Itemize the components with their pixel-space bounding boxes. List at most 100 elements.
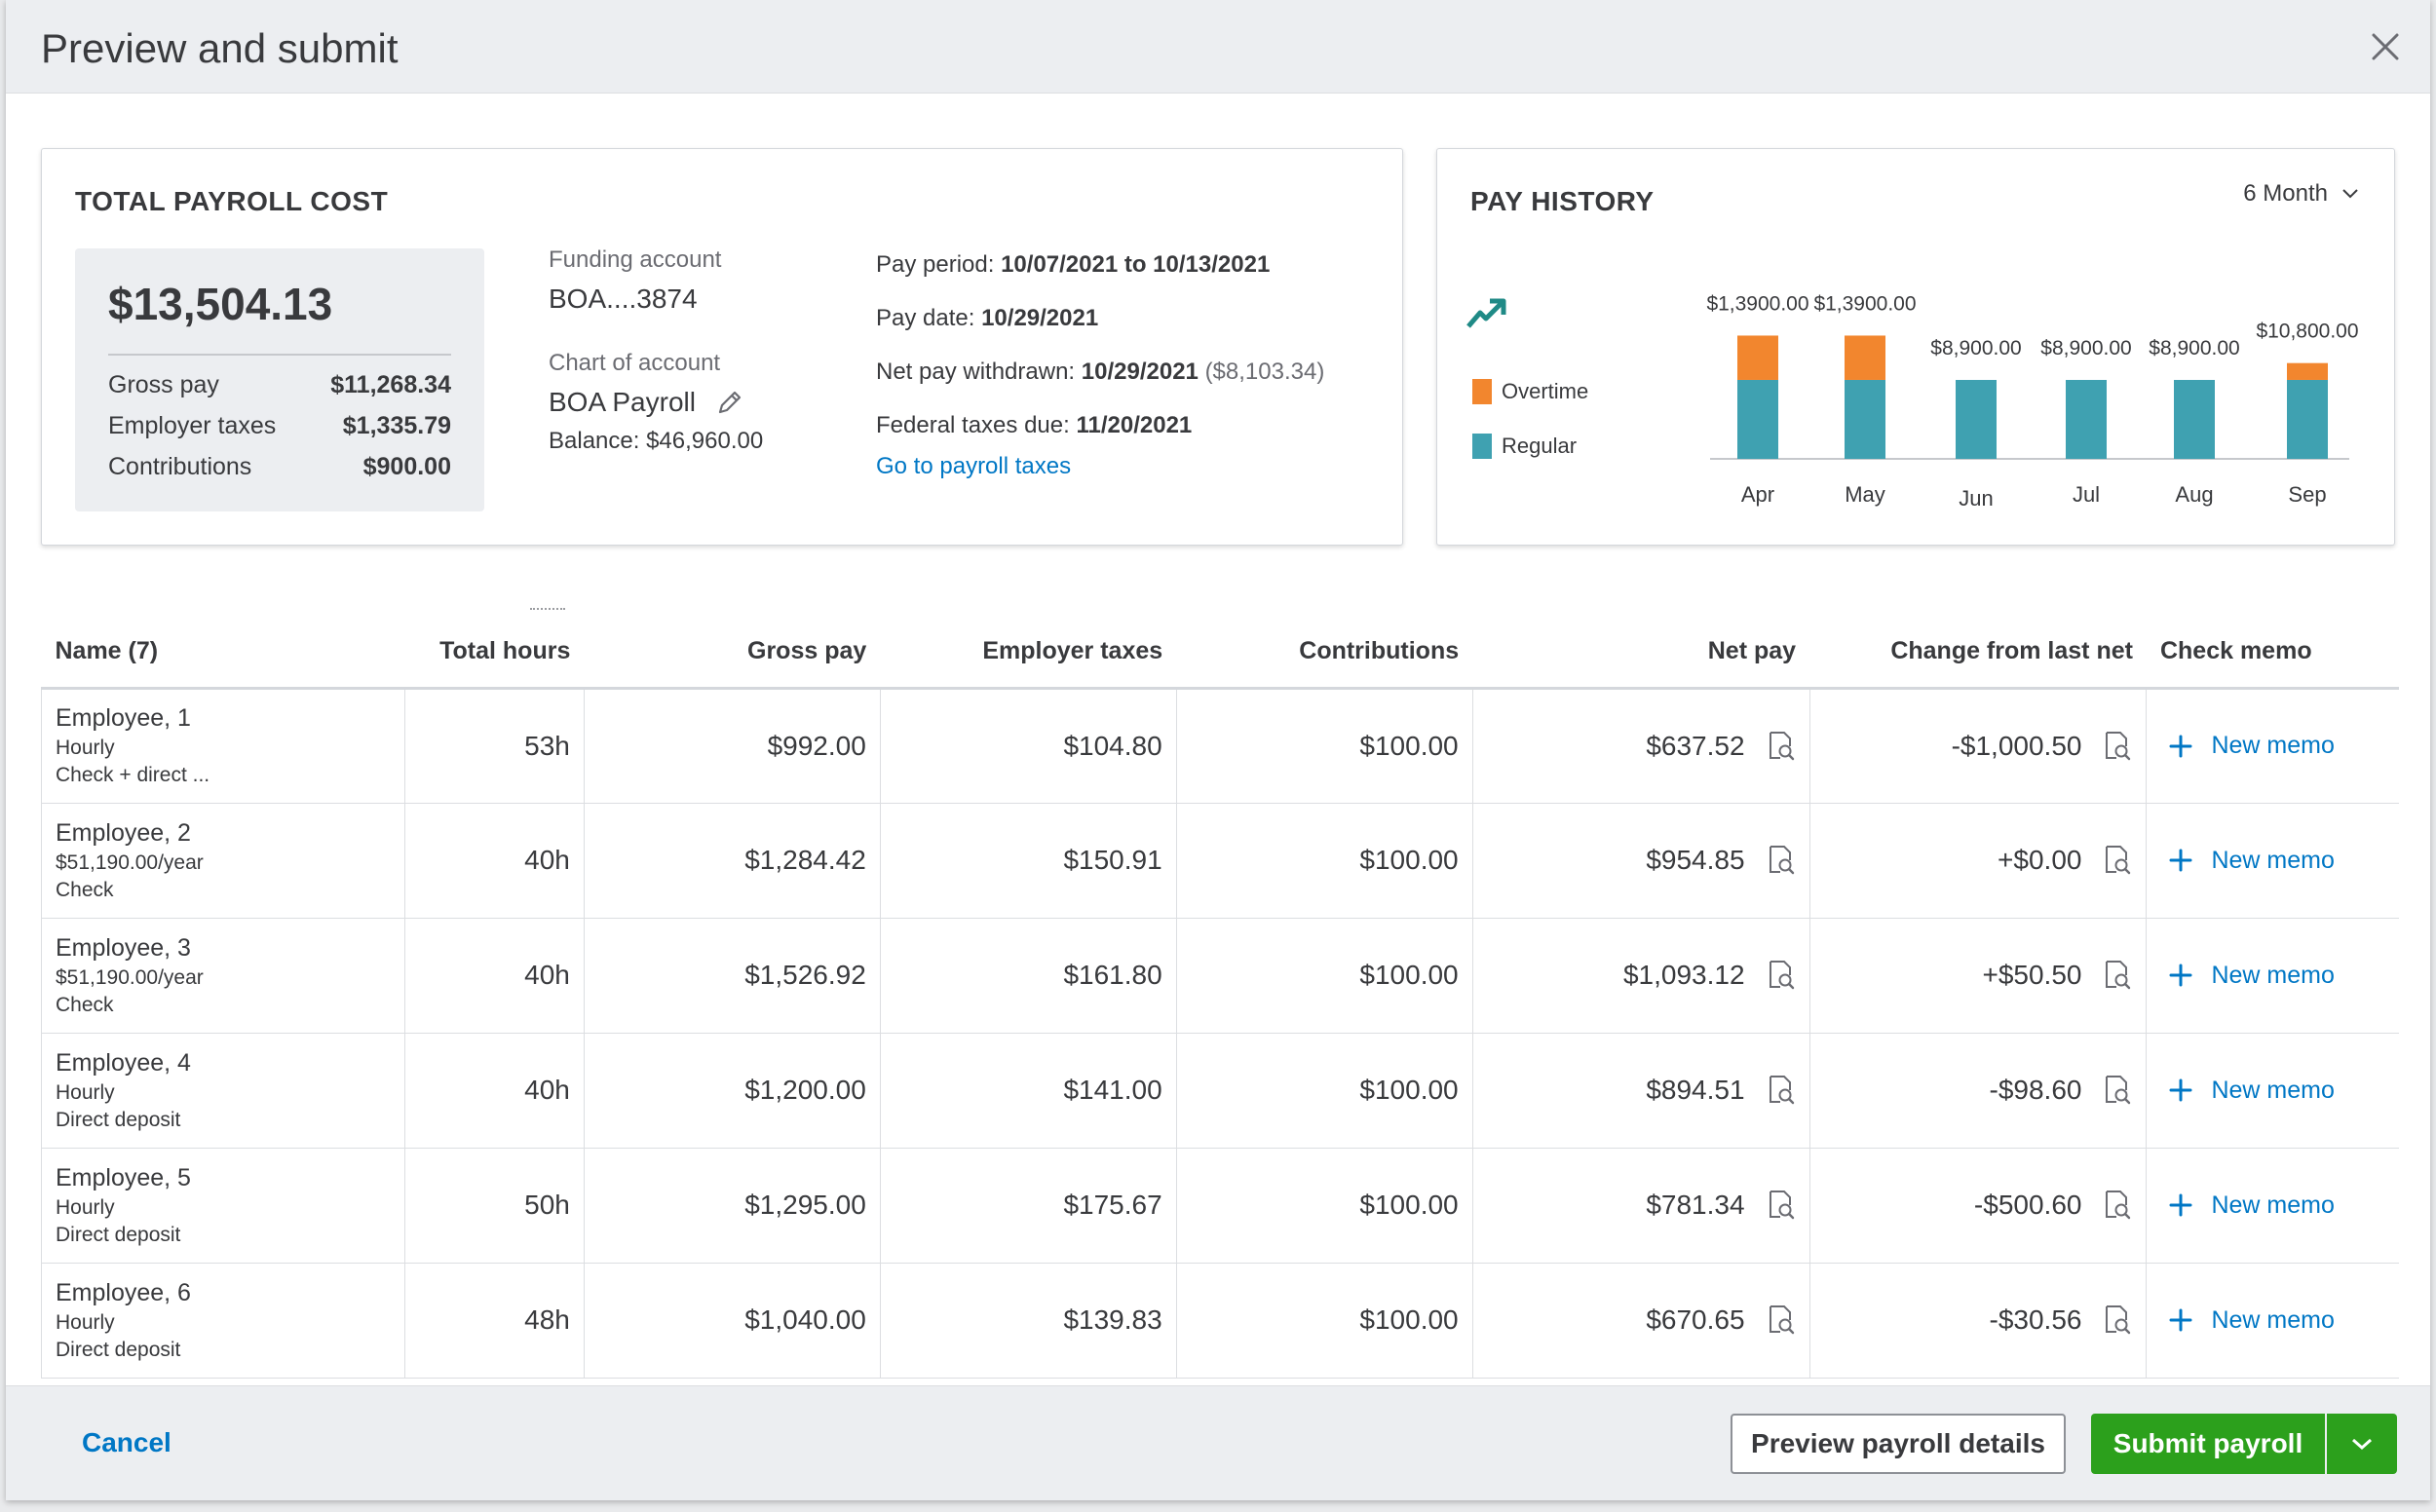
- row-value: $900.00: [362, 453, 451, 480]
- pencil-icon[interactable]: [715, 388, 744, 417]
- magnify-document-icon[interactable]: [1767, 731, 1796, 762]
- gross-pay-cell: $1,526.92: [584, 918, 881, 1034]
- funding-account-label: Funding account: [549, 246, 722, 273]
- table-row: Employee, 2 $51,190.00/year Check 40h $1,284…: [41, 803, 2399, 919]
- bar-overtime: [1737, 335, 1778, 380]
- employee-pay-method: Check + direct ...: [56, 764, 210, 786]
- net-pay-cell: $1,093.12: [1472, 918, 1810, 1034]
- legend-swatch-overtime: [1472, 379, 1492, 404]
- tick-label: Aug: [2175, 482, 2213, 507]
- go-to-payroll-taxes-link[interactable]: Go to payroll taxes: [876, 453, 1072, 479]
- pay-period-label: Pay period:: [876, 251, 995, 278]
- legend-label-overtime: Overtime: [1502, 379, 1588, 403]
- data-label: $10,800.00: [2256, 321, 2358, 343]
- employer-taxes-cell: $141.00: [880, 1033, 1177, 1149]
- change-cell: +$50.50: [1809, 918, 2148, 1034]
- employee-name[interactable]: Employee, 5: [56, 1163, 191, 1191]
- net-pay-cell: $637.52: [1472, 688, 1810, 804]
- table-row: Employee, 6 Hourly Direct deposit 48h $1,040…: [41, 1263, 2399, 1379]
- employee-cell: Employee, 5 Hourly Direct deposit: [41, 1148, 405, 1264]
- magnify-document-icon[interactable]: [1767, 1075, 1796, 1106]
- column-header-contributions[interactable]: Contributions: [1176, 596, 1473, 690]
- magnify-document-icon[interactable]: [2103, 1190, 2132, 1221]
- new-memo-button[interactable]: New memo: [2160, 1306, 2385, 1335]
- plus-icon: [2168, 1077, 2193, 1103]
- column-header-employer-taxes[interactable]: Employer taxes: [880, 596, 1177, 690]
- close-icon[interactable]: [2368, 29, 2403, 64]
- trend-up-icon: [1466, 298, 1506, 328]
- column-header-check-memo[interactable]: Check memo: [2146, 596, 2399, 690]
- check-memo-cell: New memo: [2146, 1263, 2399, 1379]
- column-header-hours[interactable]: Total hours: [404, 596, 585, 690]
- employee-pay-method: Direct deposit: [56, 1223, 181, 1246]
- contributions-cell: $100.00: [1176, 1263, 1473, 1379]
- employee-name[interactable]: Employee, 4: [56, 1048, 191, 1077]
- table-row: Employee, 3 $51,190.00/year Check 40h $1,526…: [41, 918, 2399, 1034]
- hours-cell: 40h: [404, 1033, 585, 1149]
- cancel-button[interactable]: Cancel: [82, 1427, 171, 1457]
- total-amount: $13,504.13: [108, 279, 333, 329]
- employee-name[interactable]: Employee, 2: [56, 818, 191, 847]
- employee-cell: Employee, 3 $51,190.00/year Check: [41, 918, 405, 1034]
- employee-pay-method: Direct deposit: [56, 1338, 181, 1361]
- plus-icon: [2168, 1307, 2193, 1333]
- magnify-document-icon[interactable]: [1767, 1304, 1796, 1336]
- employee-name[interactable]: Employee, 3: [56, 933, 191, 962]
- row-value: $11,268.34: [330, 371, 451, 398]
- new-memo-button[interactable]: New memo: [2160, 847, 2385, 875]
- magnify-document-icon[interactable]: [1767, 1190, 1796, 1221]
- pay-history-chart: Overtime Regular $1,3900.00 Apr $1,3900.00 Ma…: [1466, 292, 2359, 510]
- new-memo-button[interactable]: New memo: [2160, 1191, 2385, 1220]
- change-cell: -$500.60: [1809, 1148, 2148, 1264]
- employer-taxes-cell: $139.83: [880, 1263, 1177, 1379]
- preview-payroll-details-button[interactable]: Preview payroll details: [1731, 1414, 2066, 1474]
- change-value: -$500.60: [1973, 1190, 2082, 1220]
- federal-taxes-value: 11/20/2021: [1076, 412, 1193, 438]
- new-memo-button[interactable]: New memo: [2160, 732, 2385, 760]
- employee-name[interactable]: Employee, 6: [56, 1278, 191, 1306]
- table-row: Employee, 4 Hourly Direct deposit 40h $1,200…: [41, 1033, 2399, 1149]
- gross-pay-cell: $1,295.00: [584, 1148, 881, 1264]
- column-header-change[interactable]: Change from last net: [1809, 596, 2147, 690]
- employee-pay-method: Check: [56, 878, 114, 901]
- submit-options-chevron-icon[interactable]: [2327, 1414, 2397, 1474]
- magnify-document-icon[interactable]: [1767, 960, 1796, 991]
- column-header-name[interactable]: Name (7): [41, 596, 405, 690]
- magnify-document-icon[interactable]: [2103, 731, 2132, 762]
- tick-label: Jul: [2073, 482, 2100, 507]
- check-memo-cell: New memo: [2146, 1033, 2399, 1149]
- federal-taxes-label: Federal taxes due:: [876, 412, 1070, 438]
- bar-regular: [2287, 379, 2328, 459]
- change-value: +$50.50: [1982, 960, 2082, 990]
- employee-pay-type: Hourly: [56, 1080, 115, 1104]
- magnify-document-icon[interactable]: [2103, 1304, 2132, 1336]
- new-memo-button[interactable]: New memo: [2160, 962, 2385, 990]
- hours-cell: 40h: [404, 918, 585, 1034]
- net-pay-value: $1,093.12: [1622, 960, 1745, 990]
- chevron-down-icon: [2341, 188, 2359, 200]
- range-select[interactable]: 6 Month: [2243, 180, 2359, 208]
- tick-label: Apr: [1741, 482, 1774, 507]
- employee-name[interactable]: Employee, 1: [56, 704, 191, 732]
- column-header-net-pay[interactable]: Net pay: [1472, 596, 1810, 690]
- pay-history-card: Overtime Regular $1,3900.00 Apr $1,3900.00 Ma…: [1436, 148, 2395, 546]
- net-pay-withdrawn: Net pay withdrawn: 10/29/2021 ($8,103.34…: [876, 358, 1324, 411]
- legend-swatch-regular: [1472, 434, 1492, 459]
- employer-taxes-row: Employer taxes $1,335.79: [108, 412, 451, 440]
- submit-payroll-button[interactable]: Submit payroll: [2091, 1414, 2325, 1474]
- new-memo-label: New memo: [2211, 1076, 2335, 1104]
- magnify-document-icon[interactable]: [2103, 960, 2132, 991]
- magnify-document-icon[interactable]: [1767, 845, 1796, 876]
- employer-taxes-cell: $104.80: [880, 688, 1177, 804]
- employer-taxes-cell: $175.67: [880, 1148, 1177, 1264]
- new-memo-button[interactable]: New memo: [2160, 1077, 2385, 1105]
- column-header-gross-pay[interactable]: Gross pay: [584, 596, 881, 690]
- pay-date: Pay date: 10/29/2021: [876, 304, 1324, 358]
- plus-icon: [2168, 963, 2193, 988]
- magnify-document-icon[interactable]: [2103, 1075, 2132, 1106]
- net-pay-value: $954.85: [1646, 845, 1745, 875]
- magnify-document-icon[interactable]: [2103, 845, 2132, 876]
- payroll-cost-title: TOTAL PAYROLL COST: [75, 186, 389, 216]
- pay-period-details: Pay period: 10/07/2021 to 10/13/2021 Pay…: [876, 250, 1324, 506]
- tick-label: Jun: [1959, 486, 1993, 510]
